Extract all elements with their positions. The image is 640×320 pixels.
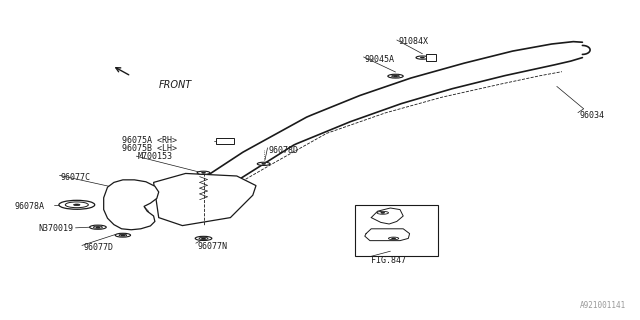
- Ellipse shape: [388, 237, 399, 240]
- Ellipse shape: [197, 171, 210, 174]
- Ellipse shape: [90, 225, 106, 229]
- Ellipse shape: [377, 211, 388, 214]
- Text: M700153: M700153: [138, 152, 173, 161]
- Ellipse shape: [195, 236, 212, 241]
- Polygon shape: [192, 42, 582, 214]
- Ellipse shape: [65, 202, 88, 208]
- Text: 96077D: 96077D: [83, 244, 113, 252]
- Text: 96075A <RH>: 96075A <RH>: [122, 136, 177, 145]
- Text: A921001141: A921001141: [580, 301, 626, 310]
- Ellipse shape: [381, 212, 385, 213]
- Text: 99045A: 99045A: [365, 55, 395, 64]
- Ellipse shape: [74, 204, 80, 206]
- Ellipse shape: [202, 238, 205, 239]
- Ellipse shape: [59, 200, 95, 209]
- Bar: [426, 54, 436, 61]
- Text: FIG.847: FIG.847: [371, 256, 406, 265]
- Text: 96078D: 96078D: [269, 146, 299, 155]
- Ellipse shape: [121, 235, 125, 236]
- Polygon shape: [104, 180, 159, 230]
- Text: 96075B <LH>: 96075B <LH>: [122, 144, 177, 153]
- Ellipse shape: [416, 56, 429, 59]
- Ellipse shape: [115, 233, 131, 237]
- Ellipse shape: [392, 238, 396, 239]
- Bar: [355, 205, 438, 256]
- Text: 96077N: 96077N: [197, 242, 227, 251]
- Text: 96034: 96034: [579, 111, 604, 120]
- Polygon shape: [154, 173, 256, 226]
- Text: 96077C: 96077C: [61, 173, 91, 182]
- Ellipse shape: [392, 75, 399, 77]
- Ellipse shape: [199, 237, 208, 239]
- Ellipse shape: [119, 234, 127, 236]
- Bar: [216, 138, 234, 144]
- Text: 96078A: 96078A: [14, 202, 44, 211]
- Text: 91084X: 91084X: [398, 37, 428, 46]
- Ellipse shape: [262, 163, 266, 164]
- Text: FRONT: FRONT: [159, 80, 192, 90]
- Ellipse shape: [202, 172, 205, 173]
- Text: N370019: N370019: [38, 224, 74, 233]
- Ellipse shape: [420, 57, 424, 58]
- Ellipse shape: [93, 226, 102, 228]
- Ellipse shape: [96, 227, 100, 228]
- Ellipse shape: [388, 74, 403, 78]
- Ellipse shape: [257, 162, 270, 165]
